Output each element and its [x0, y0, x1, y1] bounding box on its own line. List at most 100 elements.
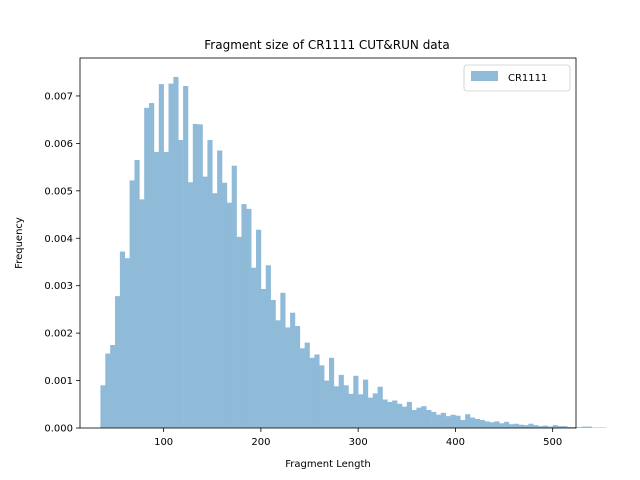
histogram-bar [294, 326, 301, 428]
histogram-bar [523, 425, 529, 428]
histogram-bar [411, 409, 417, 428]
histogram-bar [328, 357, 335, 428]
histogram-bar [494, 421, 500, 428]
histogram-bar [484, 421, 490, 428]
histogram-bar [124, 258, 130, 428]
histogram-bar [489, 422, 495, 428]
y-tick-label: 0.003 [44, 281, 73, 292]
histogram-bar [533, 425, 539, 428]
histogram-bar [251, 267, 257, 428]
legend: CR1111 [463, 64, 571, 92]
histogram-bar [416, 407, 422, 428]
histogram-bar [115, 296, 121, 428]
histogram-bar [275, 320, 281, 428]
histogram-bar [139, 199, 145, 428]
y-tick-label: 0.000 [44, 424, 73, 435]
x-tick-label: 200 [251, 437, 270, 448]
legend-swatch [471, 71, 498, 81]
histogram-bar [212, 193, 218, 428]
histogram-bar [513, 423, 519, 428]
histogram-bar [547, 426, 553, 428]
histogram-bar [153, 151, 160, 428]
histogram-bar [144, 107, 150, 429]
histogram-bar [518, 424, 524, 428]
histogram-bar [163, 151, 169, 428]
histogram-bar [377, 386, 383, 428]
y-axis-ticks: 0.000 0.001 0.002 0.003 0.004 0.005 0.006 0.007 [44, 91, 80, 435]
histogram-bar [367, 397, 374, 428]
histogram-bar [168, 83, 174, 428]
plot-frame [79, 57, 577, 429]
histogram-bar [435, 414, 442, 428]
histogram-bar [173, 76, 179, 428]
histogram-bar [469, 417, 476, 428]
histogram-bar [290, 312, 296, 428]
histogram-bar [110, 344, 116, 428]
histogram-bar [265, 265, 271, 428]
x-axis-label: Fragment Length [285, 459, 370, 470]
histogram-bar [465, 414, 471, 428]
histogram-bar [314, 354, 320, 428]
histogram-bar [299, 348, 305, 428]
histogram-bar [348, 393, 354, 428]
histogram-bar [280, 292, 286, 428]
histogram-bar [236, 236, 242, 428]
x-tick-label: 500 [543, 437, 562, 448]
histogram-bar [100, 385, 106, 428]
histogram-bar [260, 289, 267, 428]
histogram-bar [197, 124, 203, 429]
histogram-bar [387, 401, 393, 428]
histogram-bar [270, 299, 276, 428]
histogram-bar [508, 424, 515, 428]
histogram-bar [504, 421, 510, 428]
histogram-bar [450, 414, 456, 428]
histogram-bar [178, 140, 184, 429]
histogram-bar [333, 386, 339, 428]
histogram-bar [202, 176, 208, 428]
histogram-bar [304, 342, 310, 428]
histogram-bar [392, 400, 398, 428]
y-tick-label: 0.004 [44, 234, 73, 245]
histogram-bar [338, 374, 344, 428]
histogram-bar [149, 103, 155, 429]
histogram-bar [158, 84, 164, 428]
histogram-bar [192, 123, 198, 428]
histogram-bar [207, 140, 213, 429]
histogram-bar [562, 426, 568, 428]
histogram-bar [460, 419, 466, 428]
histogram-bar [581, 426, 587, 428]
histogram-bar [538, 426, 544, 428]
histogram-bar [129, 180, 135, 428]
histogram-bar [309, 357, 315, 428]
histogram-bar [572, 427, 578, 428]
x-tick-label: 300 [349, 437, 368, 448]
histogram-bar [372, 393, 378, 428]
histogram-bar [455, 415, 461, 428]
x-tick-label: 400 [446, 437, 465, 448]
histogram-bar [285, 327, 291, 428]
histogram-bar [231, 165, 237, 428]
histogram-bar [528, 423, 534, 428]
histogram-bar [552, 425, 558, 428]
histogram-bar [353, 375, 359, 428]
histogram-bar [363, 379, 369, 428]
histogram-bar [319, 365, 325, 428]
histogram-bar [431, 411, 437, 428]
histogram-bar [426, 409, 432, 428]
histogram-bar [105, 353, 111, 428]
chart-title: Fragment size of CR1111 CUT&RUN data [204, 38, 449, 52]
histogram-bar [586, 426, 592, 428]
histogram-bar [557, 426, 563, 428]
histogram-bar [542, 425, 549, 428]
y-tick-label: 0.002 [44, 329, 73, 340]
y-tick-label: 0.005 [44, 186, 73, 197]
histogram-bar [324, 380, 330, 428]
y-tick-label: 0.001 [44, 376, 73, 387]
histogram-bar [421, 406, 427, 428]
histogram-bar [440, 412, 446, 428]
histogram-bar [134, 159, 140, 428]
histogram-bar [382, 399, 388, 428]
histogram-bar [576, 427, 583, 428]
histogram-bar [406, 401, 412, 428]
